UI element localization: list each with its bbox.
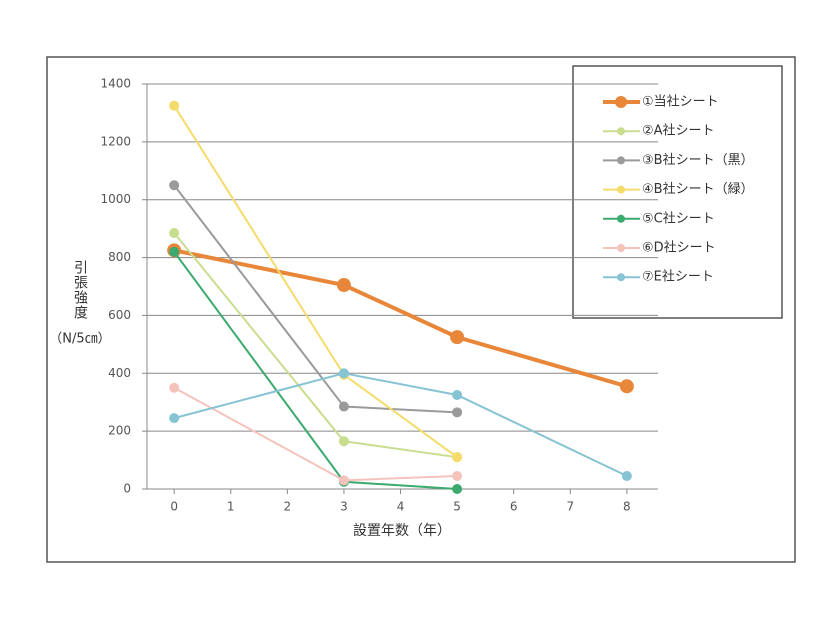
x-tick-label: 1: [227, 500, 235, 514]
data-point: [338, 401, 349, 412]
data-point: [169, 180, 180, 191]
x-tick-label: 0: [170, 500, 178, 514]
legend-marker: [617, 273, 625, 282]
legend-label: ⑥D社シート: [642, 240, 716, 256]
x-tick-label: 3: [340, 500, 348, 514]
data-point: [452, 484, 463, 494]
legend-marker: [617, 244, 625, 252]
data-point: [621, 470, 632, 481]
x-tick-label: 5: [453, 500, 461, 514]
frame: [46, 56, 796, 563]
data-point: [338, 368, 349, 379]
series-line: [173, 184, 458, 414]
series-line: [173, 372, 628, 477]
y-tick-label: 0: [123, 482, 131, 496]
series-line: [173, 105, 458, 458]
data-point: [169, 382, 180, 393]
y-tick-label: 800: [108, 250, 131, 264]
data-point: [452, 470, 463, 481]
data-point: [450, 330, 465, 345]
data-point: [338, 475, 349, 486]
y-tick-label: 1200: [100, 134, 131, 148]
x-tick-label: 6: [510, 500, 518, 514]
x-tick-label: 7: [566, 500, 574, 514]
series-line: [173, 248, 628, 389]
x-tick-label: 4: [397, 500, 405, 514]
y-axis-label: 引張強度: [72, 260, 88, 320]
y-axis-unit: （N/5㎝）: [49, 332, 110, 347]
legend-marker: [617, 127, 625, 136]
data-point: [336, 278, 351, 293]
legend-label: ③B社シート（黒）: [642, 152, 754, 168]
legend-label: ⑤C社シート: [642, 210, 715, 226]
legend-label: ④B社シート（緑）: [642, 181, 754, 197]
data-point: [169, 246, 180, 257]
series-line: [173, 232, 458, 459]
data-point: [619, 379, 634, 394]
legend: [572, 65, 783, 319]
legend-marker: [615, 96, 627, 108]
legend-label: ②A社シート: [642, 123, 715, 139]
data-point: [169, 100, 180, 111]
y-tick-label: 1400: [100, 77, 131, 91]
y-tick-label: 200: [108, 424, 131, 438]
x-axis-label: 設置年数（年）: [353, 523, 451, 539]
data-point: [452, 452, 463, 463]
legend-marker: [617, 185, 625, 194]
series-line: [173, 386, 458, 482]
data-point: [169, 413, 180, 424]
data-point: [169, 227, 180, 238]
y-tick-label: 400: [108, 366, 131, 380]
y-tick-label: 1000: [100, 192, 131, 206]
data-point: [452, 407, 463, 418]
data-point: [338, 436, 349, 447]
legend-marker: [617, 214, 625, 223]
data-point: [452, 389, 463, 400]
x-tick-label: 2: [284, 500, 292, 514]
legend-marker: [617, 156, 625, 165]
y-tick-label: 600: [108, 308, 131, 322]
legend-label: ①当社シート: [642, 94, 719, 110]
x-tick-label: 8: [623, 500, 631, 514]
legend-label: ⑦E社シート: [642, 269, 714, 285]
